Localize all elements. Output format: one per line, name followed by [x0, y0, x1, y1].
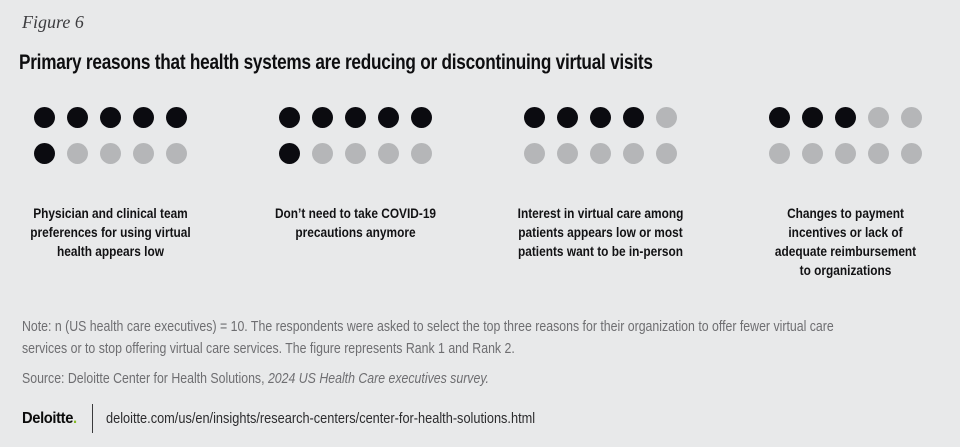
- dot-chart: Physician and clinical team preferences …: [10, 107, 946, 280]
- figure-label: Figure 6: [22, 12, 84, 32]
- dot-empty: [345, 143, 366, 164]
- dot-filled: [312, 107, 333, 128]
- dot-empty: [378, 143, 399, 164]
- dot-empty: [868, 107, 889, 128]
- dot-filled: [100, 107, 121, 128]
- source-prefix: Source: Deloitte Center for Health Solut…: [22, 371, 268, 387]
- reason-label: Changes to payment incentives or lack of…: [774, 206, 917, 278]
- dot-filled: [835, 107, 856, 128]
- dot-empty: [901, 143, 922, 164]
- dot-filled: [557, 107, 578, 128]
- dot-empty: [411, 143, 432, 164]
- dot-empty: [802, 143, 823, 164]
- dot-empty: [133, 143, 154, 164]
- dot-empty: [67, 143, 88, 164]
- reason-column: Physician and clinical team preferences …: [10, 107, 211, 261]
- brand-text: Deloitte: [22, 409, 74, 427]
- dot-filled: [133, 107, 154, 128]
- deloitte-logo: Deloitte.: [22, 410, 77, 428]
- dot-filled: [345, 107, 366, 128]
- source-citation: 2024 US Health Care executives survey.: [267, 371, 489, 387]
- page-title: Primary reasons that health systems are …: [19, 50, 653, 74]
- reason-column: Interest in virtual care among patients …: [500, 107, 701, 261]
- dot-empty: [656, 107, 677, 128]
- dot-filled: [279, 143, 300, 164]
- dot-filled: [378, 107, 399, 128]
- dot-grid: [255, 107, 456, 164]
- dot-filled: [769, 107, 790, 128]
- dot-grid: [745, 107, 946, 164]
- dot-filled: [524, 107, 545, 128]
- dot-filled: [623, 107, 644, 128]
- footer-divider: [91, 404, 94, 433]
- dot-empty: [901, 107, 922, 128]
- brand-green-dot: .: [73, 409, 77, 427]
- footer: Deloitte. deloitte.com/us/en/insights/re…: [22, 403, 594, 434]
- dot-filled: [67, 107, 88, 128]
- dot-empty: [656, 143, 677, 164]
- dot-empty: [769, 143, 790, 164]
- reason-column: Don’t need to take COVID-19 precautions …: [255, 107, 456, 242]
- dot-filled: [279, 107, 300, 128]
- dot-empty: [868, 143, 889, 164]
- reason-label: Interest in virtual care among patients …: [517, 206, 684, 259]
- dot-filled: [802, 107, 823, 128]
- dot-empty: [557, 143, 578, 164]
- dot-empty: [524, 143, 545, 164]
- dot-empty: [166, 143, 187, 164]
- dot-grid: [500, 107, 701, 164]
- footer-url: deloitte.com/us/en/insights/research-cen…: [106, 410, 536, 427]
- dot-grid: [10, 107, 211, 164]
- dot-filled: [590, 107, 611, 128]
- dot-empty: [312, 143, 333, 164]
- dot-empty: [590, 143, 611, 164]
- dot-filled: [34, 143, 55, 164]
- dot-filled: [34, 107, 55, 128]
- source-text: Source: Deloitte Center for Health Solut…: [22, 371, 489, 387]
- dot-filled: [411, 107, 432, 128]
- reason-label: Physician and clinical team preferences …: [30, 206, 191, 259]
- dot-filled: [166, 107, 187, 128]
- reason-column: Changes to payment incentives or lack of…: [745, 107, 946, 280]
- note-text: Note: n (US health care executives) = 10…: [22, 319, 834, 357]
- dot-empty: [100, 143, 121, 164]
- reason-label: Don’t need to take COVID-19 precautions …: [274, 206, 437, 240]
- dot-empty: [835, 143, 856, 164]
- dot-empty: [623, 143, 644, 164]
